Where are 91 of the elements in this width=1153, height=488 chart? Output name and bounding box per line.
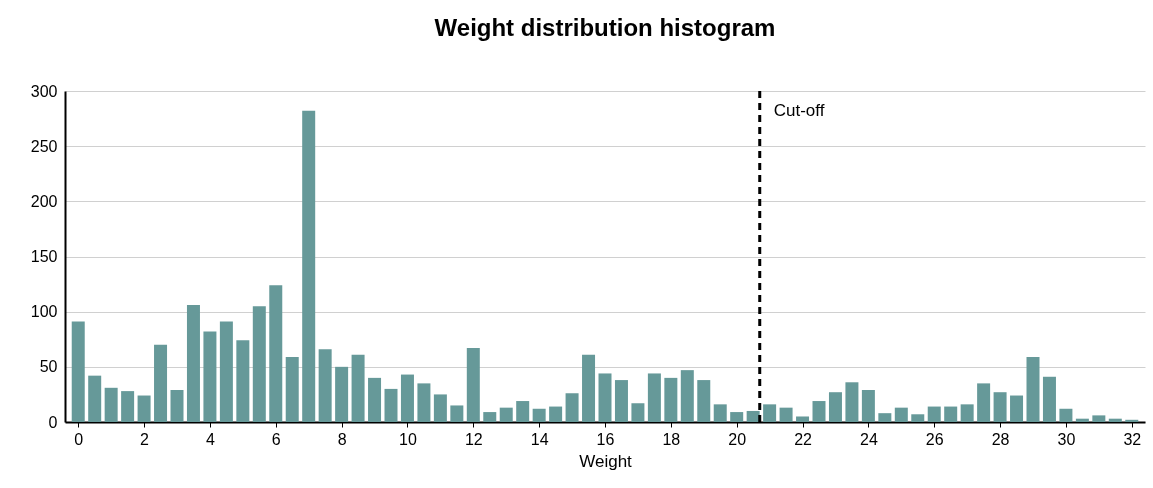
x-tick-label: 4 <box>205 430 215 448</box>
bar <box>993 392 1007 422</box>
bar <box>664 377 678 422</box>
bar <box>878 413 892 422</box>
bar <box>730 412 744 422</box>
bar <box>335 366 349 422</box>
bar <box>894 407 908 422</box>
x-tick-label: 18 <box>662 430 681 448</box>
bar <box>631 403 645 422</box>
bar <box>944 406 958 422</box>
x-tick-label: 22 <box>794 430 813 448</box>
y-tick-label: 100 <box>30 303 58 321</box>
bar <box>1125 419 1139 422</box>
bar <box>763 404 777 422</box>
bar <box>977 383 991 422</box>
bar <box>861 390 875 422</box>
bar <box>104 387 118 422</box>
bar <box>1059 408 1073 422</box>
bar <box>417 383 431 422</box>
bar <box>680 370 694 422</box>
bar <box>582 354 596 422</box>
bar <box>351 354 365 422</box>
bar <box>549 406 563 422</box>
bar <box>186 305 200 422</box>
x-tick-label: 30 <box>1057 430 1076 448</box>
y-tick-label: 250 <box>30 137 58 155</box>
bar <box>1042 376 1056 422</box>
bar <box>713 404 727 422</box>
bar <box>614 380 628 422</box>
chart-title: Weight distribution histogram <box>434 14 776 41</box>
x-tick-label: 16 <box>596 430 615 448</box>
bar <box>499 407 513 422</box>
x-tick-label: 20 <box>728 430 747 448</box>
bar <box>203 331 217 422</box>
bar <box>1108 418 1122 422</box>
bar <box>1092 415 1106 422</box>
bar <box>269 285 283 422</box>
ref-line-label: Cut-off <box>773 101 825 120</box>
bar <box>779 407 793 422</box>
y-tick-label: 50 <box>39 358 58 376</box>
bar <box>285 356 299 422</box>
x-tick-label: 14 <box>530 430 549 448</box>
bar <box>236 340 250 422</box>
bar <box>516 401 530 422</box>
x-tick-label: 2 <box>140 430 150 448</box>
bar <box>121 391 135 422</box>
bar <box>828 392 842 422</box>
y-tick-label: 200 <box>30 192 58 210</box>
x-tick-label: 10 <box>399 430 417 448</box>
bar <box>137 395 151 422</box>
bar <box>252 306 266 422</box>
bar <box>170 390 184 422</box>
bar <box>845 382 859 422</box>
bar <box>400 374 414 422</box>
bar <box>647 373 661 422</box>
bar <box>466 348 480 422</box>
bar <box>911 414 925 422</box>
x-tick-label: 6 <box>271 430 281 448</box>
y-tick-label: 0 <box>48 413 58 431</box>
bar <box>219 321 233 422</box>
bar <box>368 377 382 422</box>
bar <box>1075 418 1089 422</box>
bar <box>1026 356 1040 422</box>
bar <box>1010 395 1024 422</box>
bar <box>532 408 546 422</box>
bar <box>88 375 102 422</box>
x-tick-label: 12 <box>464 430 483 448</box>
x-tick-label: 26 <box>925 430 944 448</box>
x-tick-label: 32 <box>1123 430 1142 448</box>
y-tick-label: 300 <box>30 82 58 100</box>
bar <box>384 388 398 422</box>
x-tick-label: 28 <box>991 430 1010 448</box>
x-tick-label: 8 <box>337 430 347 448</box>
bar <box>154 344 168 422</box>
bar <box>318 349 332 422</box>
bar <box>302 110 316 422</box>
y-tick-label: 150 <box>30 248 58 265</box>
x-tick-label: 24 <box>859 430 878 448</box>
bar <box>796 416 810 422</box>
x-tick-label: 0 <box>74 430 84 448</box>
bar <box>565 393 579 422</box>
bar <box>450 405 464 422</box>
bar <box>697 380 711 422</box>
bar <box>433 394 447 422</box>
bar <box>598 373 612 422</box>
bar <box>812 401 826 422</box>
bar <box>483 412 497 422</box>
bar <box>960 404 974 422</box>
bar <box>71 321 85 422</box>
x-axis-title: Weight <box>579 451 633 471</box>
bar <box>927 406 941 422</box>
